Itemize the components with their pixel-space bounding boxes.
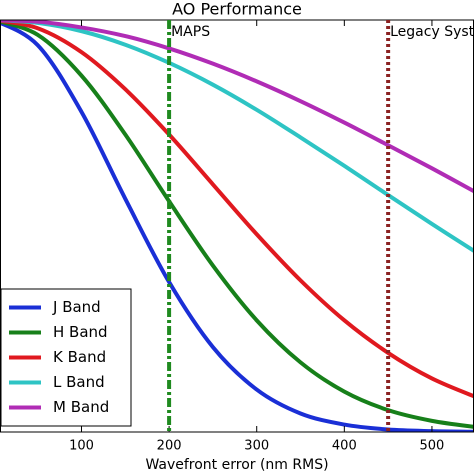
reference-label: Legacy System bbox=[390, 24, 474, 40]
reference-label: MAPS bbox=[171, 24, 210, 40]
chart-title: AO Performance bbox=[172, 0, 302, 19]
legend: J Band H Band K Band L Band M Band bbox=[0, 288, 132, 427]
legend-label: H Band bbox=[53, 323, 108, 341]
x-tick-label: 400 bbox=[332, 439, 357, 454]
data-line bbox=[0, 20, 474, 194]
x-axis-label: Wavefront error (nm RMS) bbox=[145, 457, 328, 473]
x-tick-label: 500 bbox=[420, 439, 445, 454]
legend-label: L Band bbox=[53, 373, 105, 391]
legend-label: J Band bbox=[52, 298, 101, 316]
data-line bbox=[0, 20, 474, 254]
x-tick-label: 300 bbox=[244, 439, 269, 454]
legend-label: M Band bbox=[53, 398, 109, 416]
x-tick-label: 100 bbox=[69, 439, 94, 454]
legend-label: K Band bbox=[53, 348, 106, 366]
x-tick-label: 200 bbox=[157, 439, 182, 454]
data-line bbox=[0, 20, 474, 399]
